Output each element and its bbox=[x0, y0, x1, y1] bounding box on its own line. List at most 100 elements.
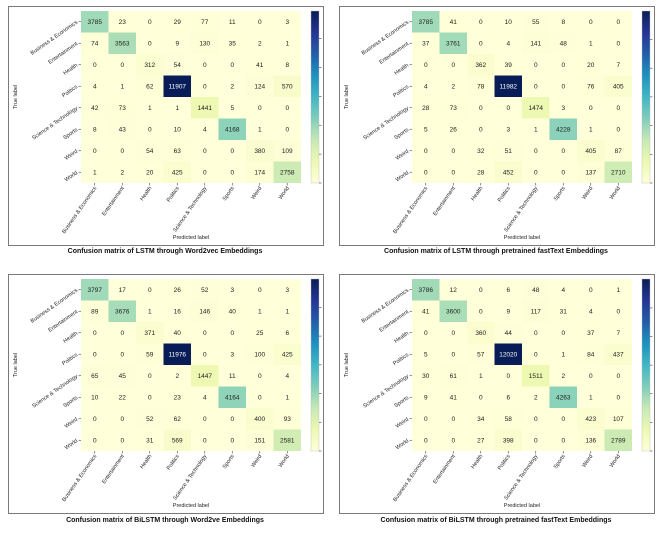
chart-frame: 3786 12 0 6 48 4 0 1 41 3600 0 9 117 31 4 0 0 0 360 44 0 0 37 7… bbox=[339, 274, 655, 514]
confusion-matrix-bilstm-word2vec: 3797 17 0 26 52 3 0 389 3676 1 16 146 40 1 10 0 371 40 0 0 2… bbox=[13, 278, 322, 509]
panel-lstm-fasttext: 3785 41 0 10 55 8 0 0 37 3761 0 4 141 48 1 0 0 0 362 39 0 0 20… bbox=[331, 0, 661, 268]
cell-sports-entertainment bbox=[439, 386, 467, 408]
cell-health-world bbox=[604, 54, 632, 76]
cell-value: 0 bbox=[479, 308, 483, 315]
cell-weird-sports bbox=[549, 140, 577, 162]
cell-value: 4263 bbox=[556, 394, 571, 401]
cell-sports-sports bbox=[218, 118, 246, 140]
cell-science-technology-health bbox=[467, 97, 495, 119]
cell-value: 398 bbox=[503, 437, 514, 444]
y-tick-label: Politics bbox=[61, 84, 79, 99]
cell-value: 16 bbox=[174, 308, 182, 315]
y-tick-label: Politics bbox=[61, 352, 79, 367]
cell-value: 0 bbox=[120, 437, 124, 444]
cell-value: 1 bbox=[120, 83, 124, 90]
cell-value: 1 bbox=[148, 308, 152, 315]
cell-world-sports bbox=[549, 429, 577, 451]
cell-value: 0 bbox=[479, 19, 483, 26]
cell-health-world bbox=[273, 54, 301, 76]
cell-value: 0 bbox=[230, 330, 234, 337]
cell-politics-business-economics bbox=[412, 343, 440, 365]
cell-value: 0 bbox=[285, 126, 289, 133]
x-tick-label: Entertainment bbox=[101, 453, 126, 485]
cell-value: 1441 bbox=[198, 105, 213, 112]
cell-value: 423 bbox=[585, 416, 596, 423]
cell-value: 11 bbox=[229, 19, 236, 26]
x-tick-label: World bbox=[609, 454, 622, 469]
colorbar bbox=[310, 10, 320, 184]
cell-weird-entertainment bbox=[108, 408, 136, 430]
y-tick-label: Sports bbox=[63, 395, 80, 409]
cell-value: 3761 bbox=[446, 40, 461, 47]
cell-weird-sports bbox=[218, 140, 246, 162]
x-tick-label: World bbox=[609, 186, 622, 201]
cell-entertainment-health bbox=[136, 32, 164, 54]
cell-value: 61 bbox=[450, 373, 458, 380]
cell-politics-world bbox=[273, 75, 301, 97]
cell-weird-health bbox=[136, 408, 164, 430]
cell-entertainment-world bbox=[273, 32, 301, 54]
cell-business-economics-weird bbox=[577, 11, 605, 33]
cell-business-economics-sports bbox=[218, 279, 246, 301]
y-tick-label: World bbox=[395, 170, 410, 183]
cell-value: 3 bbox=[285, 287, 289, 294]
cell-value: 25 bbox=[256, 330, 264, 337]
cell-sports-science-technology bbox=[191, 118, 219, 140]
cell-health-entertainment bbox=[439, 54, 467, 76]
cell-value: 3797 bbox=[88, 287, 103, 294]
cell-value: 6 bbox=[506, 394, 510, 401]
cell-value: 9 bbox=[506, 308, 510, 315]
cell-value: 1 bbox=[589, 40, 593, 47]
cell-world-world bbox=[604, 429, 632, 451]
cell-value: 141 bbox=[530, 40, 541, 47]
cell-business-economics-entertainment bbox=[439, 11, 467, 33]
cell-value: 73 bbox=[450, 105, 458, 112]
cell-health-business-economics bbox=[81, 54, 109, 76]
cell-value: 11907 bbox=[168, 83, 186, 90]
cell-value: 0 bbox=[424, 437, 428, 444]
cell-politics-world bbox=[273, 343, 301, 365]
cell-value: 43 bbox=[119, 126, 127, 133]
cell-value: 27 bbox=[477, 437, 485, 444]
cell-value: 1 bbox=[258, 308, 262, 315]
cell-value: 1 bbox=[589, 394, 593, 401]
cell-value: 569 bbox=[172, 437, 183, 444]
x-tick-label: Weird bbox=[581, 186, 594, 201]
cell-entertainment-sports bbox=[218, 300, 246, 322]
cell-value: 0 bbox=[203, 416, 207, 423]
cell-value: 425 bbox=[172, 169, 183, 176]
cell-value: 0 bbox=[561, 83, 565, 90]
cell-politics-politics bbox=[163, 343, 191, 365]
cell-weird-business-economics bbox=[412, 140, 440, 162]
cell-science-technology-business-economics bbox=[81, 365, 109, 387]
cell-value: 54 bbox=[146, 148, 154, 155]
cell-sports-business-economics bbox=[412, 118, 440, 140]
cell-value: 0 bbox=[424, 148, 428, 155]
cell-value: 87 bbox=[615, 148, 623, 155]
cell-politics-entertainment bbox=[439, 75, 467, 97]
x-tick-label: Politics bbox=[166, 186, 181, 204]
cell-entertainment-entertainment bbox=[439, 300, 467, 322]
cell-business-economics-world bbox=[273, 11, 301, 33]
cell-science-technology-world bbox=[273, 97, 301, 119]
cell-entertainment-business-economics bbox=[81, 300, 109, 322]
x-tick-label: Entertainment bbox=[101, 185, 126, 217]
cell-world-science-technology bbox=[191, 161, 219, 183]
cell-value: 1 bbox=[479, 373, 483, 380]
cell-value: 0 bbox=[534, 169, 538, 176]
cell-world-business-economics bbox=[81, 429, 109, 451]
cell-politics-entertainment bbox=[108, 75, 136, 97]
cell-value: 3563 bbox=[115, 40, 130, 47]
cell-health-world bbox=[604, 322, 632, 344]
cell-health-weird bbox=[577, 54, 605, 76]
cell-value: 4168 bbox=[225, 126, 240, 133]
cell-value: 4 bbox=[589, 308, 593, 315]
cell-politics-science-technology bbox=[522, 343, 550, 365]
x-tick-label: Politics bbox=[497, 186, 512, 204]
y-tick-label: Sports bbox=[394, 127, 411, 141]
cell-health-world bbox=[273, 322, 301, 344]
cell-value: 0 bbox=[561, 416, 565, 423]
cell-sports-business-economics bbox=[81, 118, 109, 140]
cell-politics-weird bbox=[246, 75, 274, 97]
cell-weird-politics bbox=[494, 140, 522, 162]
